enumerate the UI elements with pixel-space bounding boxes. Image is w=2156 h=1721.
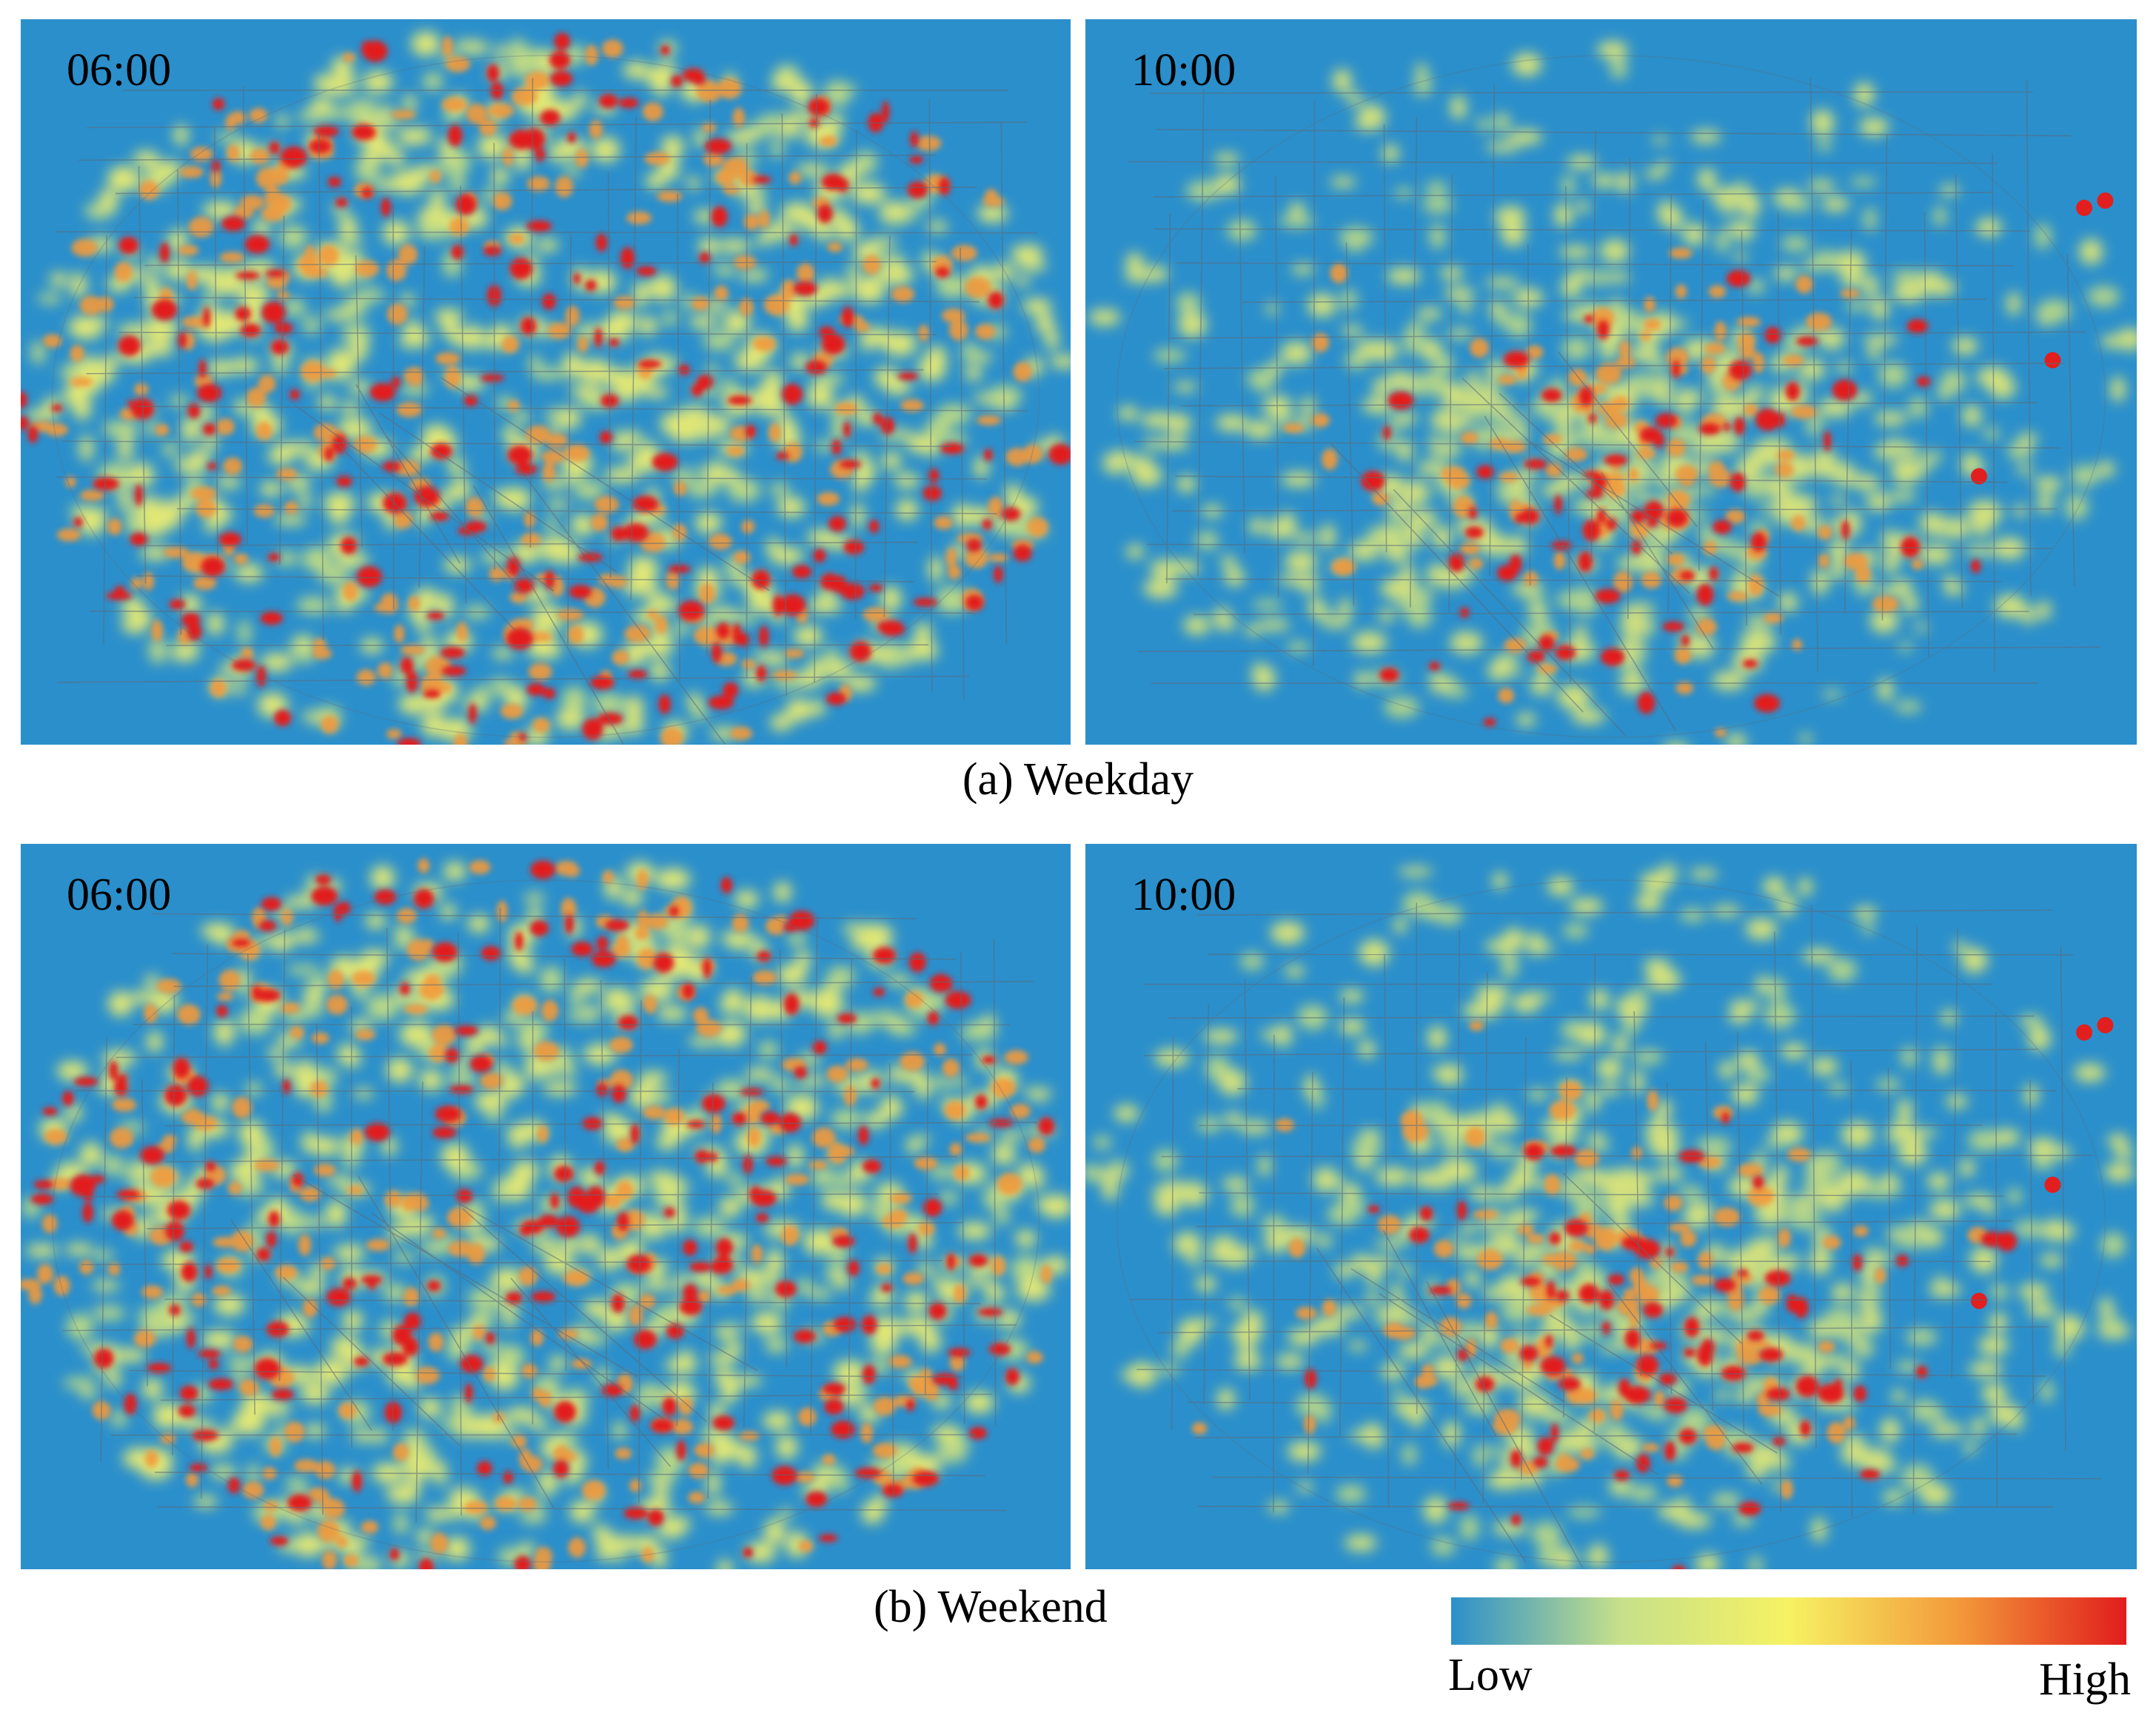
heatmap-canvas [21,31,1071,745]
heatmap-panel-weekend-1000: 10:00 [1085,844,2137,1569]
density-layer [1088,41,2137,745]
heatmap-canvas [21,858,1071,1569]
panel-time-label: 10:00 [1131,45,1236,95]
heatmap-panel-weekday-1000: 10:00 [1085,19,2137,745]
panel-time-label: 10:00 [1131,870,1236,920]
caption-weekend: (b) Weekend [874,1582,1108,1632]
panel-time-label: 06:00 [67,870,172,920]
heatmap-panel-weekend-0600: 06:00 [21,844,1071,1569]
road-network [51,879,1040,1563]
heatmap-canvas [1085,863,2135,1569]
legend-label-low: Low [1448,1650,1533,1700]
road-network [1116,879,2106,1568]
road-network [51,55,1040,745]
heatmap-canvas [1088,41,2137,745]
density-layer [1085,863,2135,1569]
road-network [1116,55,2106,739]
density-layer [21,858,1071,1569]
legend-colorbar [1451,1597,2126,1645]
panel-time-label: 06:00 [67,45,172,95]
density-layer [21,31,1071,745]
caption-weekday: (a) Weekday [962,754,1194,805]
legend-label-high: High [2039,1654,2131,1705]
heatmap-panel-weekday-0600: 06:00 [21,19,1071,745]
